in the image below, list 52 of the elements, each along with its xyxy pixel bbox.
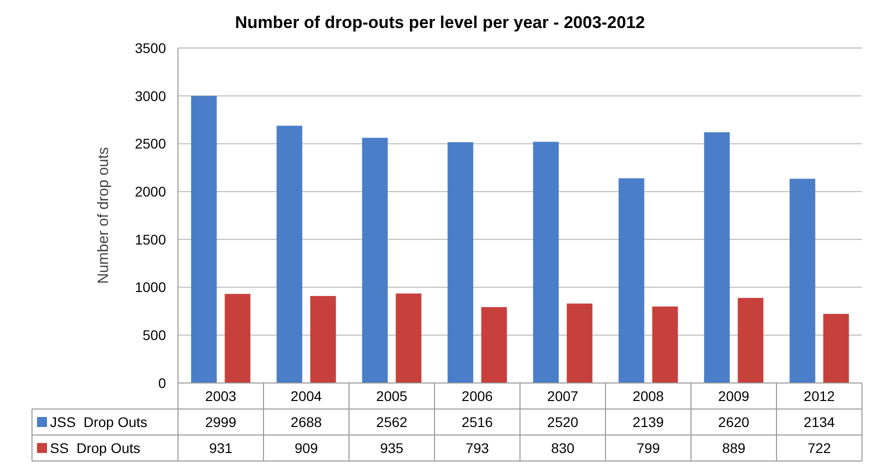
x-tick-label: 2004 (290, 388, 322, 404)
data-label: 889 (722, 440, 746, 456)
data-label: 2134 (804, 414, 836, 430)
y-tick-label: 2500 (134, 136, 166, 152)
data-label: 935 (380, 440, 404, 456)
data-label: 2139 (632, 414, 664, 430)
x-tick-label: 2005 (376, 388, 408, 404)
x-tick-label: 2003 (205, 388, 237, 404)
x-tick-label: 2008 (632, 388, 664, 404)
bar (566, 304, 592, 383)
chart-title: Number of drop-outs per level per year - 2003-2012 (234, 13, 646, 32)
y-tick-label: 3500 (134, 40, 166, 56)
y-axis-title: Number of drop outs (95, 147, 112, 284)
bar (823, 314, 849, 383)
bar (310, 296, 336, 383)
bar (738, 298, 764, 383)
data-label: 830 (551, 440, 575, 456)
bar (481, 307, 507, 383)
bar (224, 294, 250, 383)
x-tick-label: 2006 (462, 388, 494, 404)
y-tick-label: 1000 (134, 279, 166, 296)
bar (618, 178, 644, 383)
data-label: 2520 (547, 414, 579, 430)
x-tick-label: 2012 (804, 388, 836, 404)
x-tick-label: 2009 (718, 388, 750, 404)
x-tick-label: 2007 (547, 388, 579, 404)
bar (396, 294, 422, 383)
y-tick-label: 0 (158, 374, 166, 391)
legend-label: SS Drop Outs (50, 440, 140, 456)
bar (652, 306, 678, 383)
data-label: 793 (466, 440, 490, 456)
legend-label: JSS Drop Outs (50, 414, 148, 430)
data-label: 2516 (462, 414, 494, 430)
data-label: 2562 (376, 414, 408, 430)
data-label: 2688 (290, 414, 322, 430)
data-label: 2620 (718, 414, 750, 430)
bar (533, 142, 559, 383)
y-tick-label: 1500 (134, 231, 166, 248)
bar (448, 142, 474, 383)
data-label: 722 (808, 440, 832, 456)
bar (704, 132, 730, 383)
bar (362, 138, 388, 383)
y-tick-label: 2000 (134, 183, 166, 200)
data-label: 931 (209, 440, 233, 456)
bar (790, 178, 816, 383)
data-label: 2999 (205, 414, 237, 430)
data-label: 799 (636, 440, 660, 456)
y-tick-label: 3000 (134, 88, 166, 104)
bar (191, 96, 217, 383)
data-label: 909 (294, 440, 318, 456)
bar (276, 126, 302, 383)
y-tick-label: 500 (142, 327, 166, 344)
